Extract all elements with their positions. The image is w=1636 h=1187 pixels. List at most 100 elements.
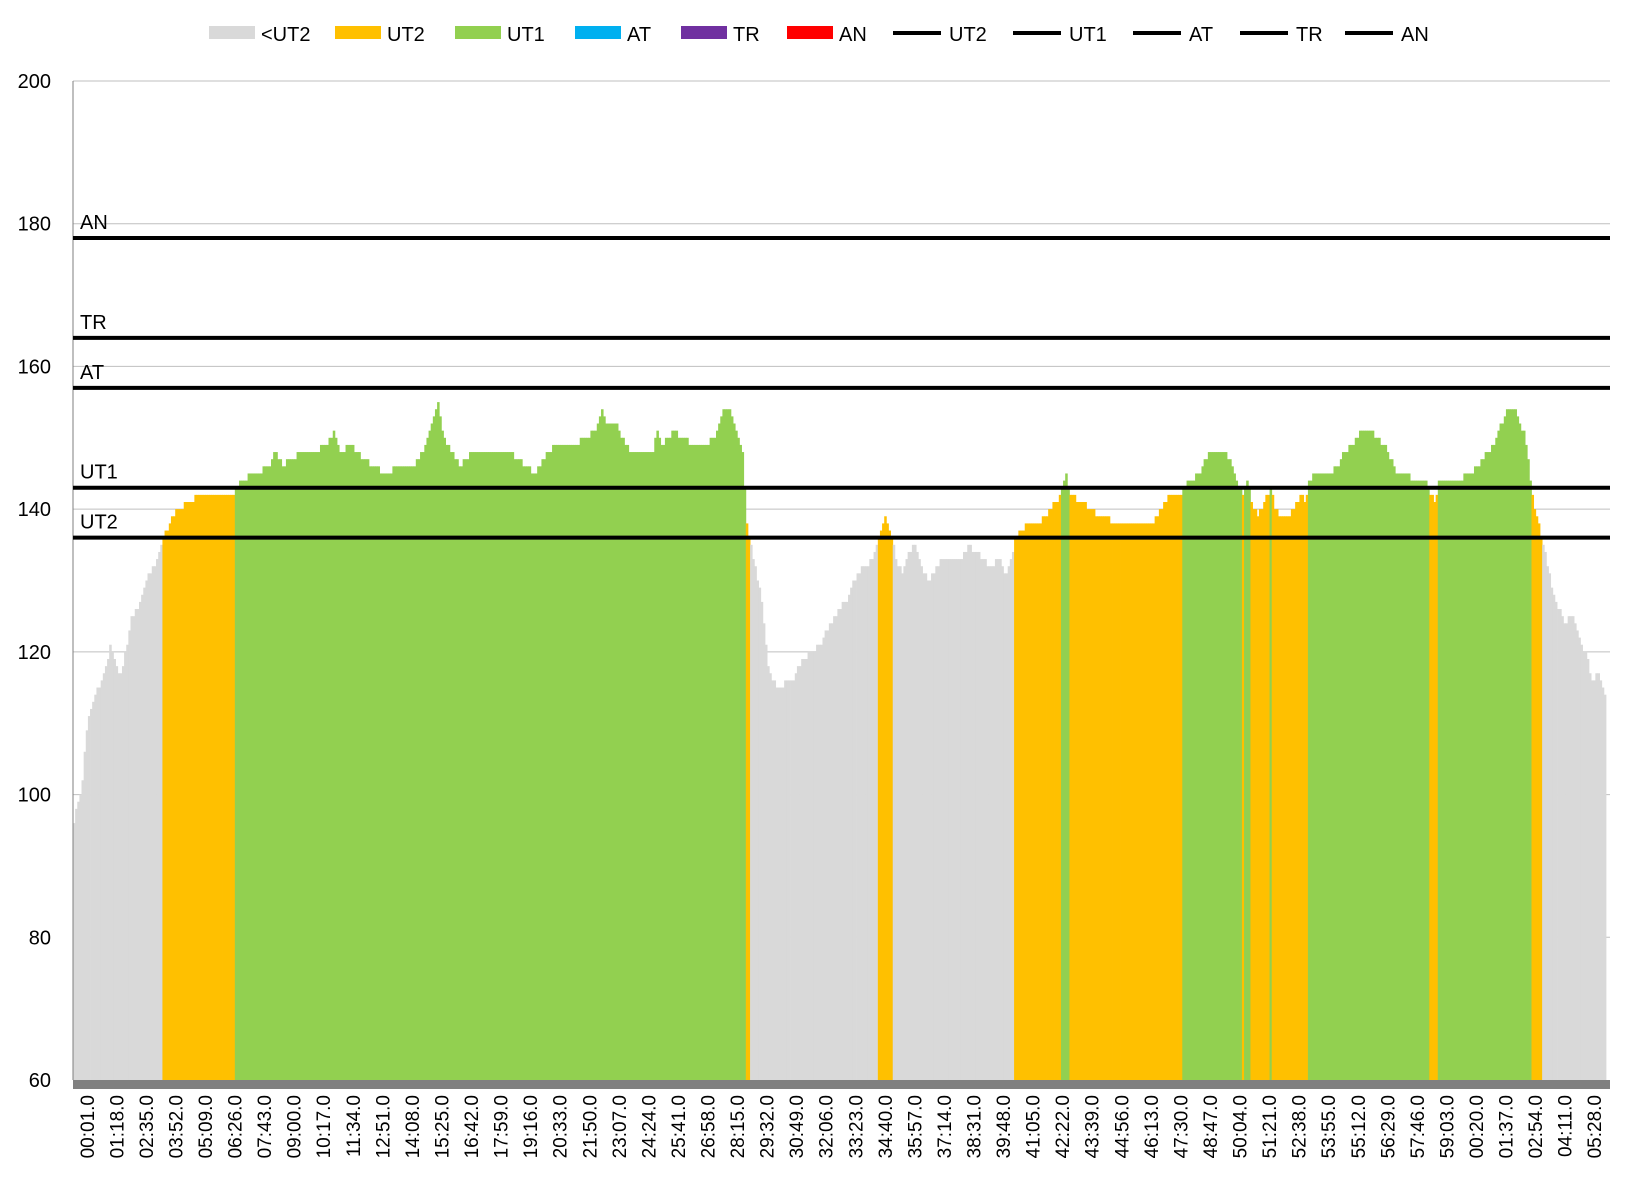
heart-rate-bar xyxy=(1261,509,1264,1080)
heart-rate-bar xyxy=(1067,487,1070,1080)
x-tick-label: 09:00.0 xyxy=(285,1095,306,1158)
heart-rate-bar xyxy=(85,730,89,1080)
heart-rate-bar xyxy=(1476,466,1479,1081)
x-tick-label: 44:56.0 xyxy=(1112,1095,1133,1158)
heart-rate-bar xyxy=(1601,687,1605,1080)
heart-rate-bar xyxy=(686,437,689,1080)
heart-rate-bar xyxy=(190,502,193,1080)
heart-rate-bar xyxy=(234,487,238,1080)
heart-rate-bar xyxy=(982,559,985,1080)
heart-rate-bar xyxy=(528,466,532,1081)
heart-rate-bar xyxy=(1171,494,1175,1080)
heart-rate-bar xyxy=(503,452,506,1080)
x-tick-label: 12:51.0 xyxy=(373,1095,394,1158)
heart-rate-bar xyxy=(711,437,715,1080)
heart-rate-bar xyxy=(236,487,240,1080)
heart-rate-bar xyxy=(886,523,889,1080)
heart-rate-bar xyxy=(650,452,653,1080)
heart-rate-bar xyxy=(884,516,887,1080)
heart-rate-bar xyxy=(1569,616,1573,1080)
heart-rate-bar xyxy=(681,437,685,1080)
heart-rate-bar xyxy=(283,466,287,1081)
x-tick-label: 46:13.0 xyxy=(1142,1095,1163,1158)
heart-rate-bar xyxy=(1405,473,1409,1081)
x-tick-label: 00:01.0 xyxy=(78,1095,99,1158)
heart-rate-bar xyxy=(1535,516,1539,1080)
heart-rate-bar xyxy=(309,452,312,1080)
heart-rate-bar xyxy=(1286,516,1290,1080)
heart-rate-bar xyxy=(956,559,960,1080)
heart-rate-bar xyxy=(311,452,314,1080)
heart-rate-bar xyxy=(539,466,542,1081)
heart-rate-bar xyxy=(324,444,327,1080)
heart-rate-bar xyxy=(481,452,485,1080)
heart-rate-bar xyxy=(1009,559,1013,1080)
x-tick-label: 14:08.0 xyxy=(403,1095,424,1158)
heart-rate-bar xyxy=(584,437,587,1080)
x-tick-label: 16:42.0 xyxy=(462,1095,483,1158)
heart-rate-bar xyxy=(609,423,613,1080)
heart-rate-bar xyxy=(1124,523,1128,1080)
heart-rate-bar xyxy=(994,559,998,1080)
heart-rate-bar xyxy=(143,587,146,1080)
heart-rate-bar xyxy=(1546,566,1549,1080)
heart-rate-bar xyxy=(869,559,872,1080)
heart-rate-bar xyxy=(813,651,817,1080)
heart-rate-bar xyxy=(1192,480,1196,1081)
heart-rate-bar xyxy=(824,630,828,1080)
heart-rate-bar xyxy=(113,658,116,1080)
heart-rate-bar xyxy=(1252,509,1256,1080)
x-tick-label: 42:22.0 xyxy=(1053,1095,1074,1158)
heart-rate-bar xyxy=(524,466,527,1081)
heart-rate-bar xyxy=(662,444,666,1080)
heart-rate-bar xyxy=(98,687,102,1080)
heart-rate-bar xyxy=(1246,480,1249,1081)
heart-rate-bar xyxy=(575,444,579,1080)
heart-rate-bar xyxy=(658,437,662,1080)
heart-rate-bar xyxy=(924,573,928,1080)
legend-label: UT2 xyxy=(949,24,987,46)
heart-rate-bar xyxy=(147,573,151,1080)
heart-rate-bar xyxy=(675,430,679,1080)
heart-rate-bar xyxy=(1052,502,1055,1080)
heart-rate-bar xyxy=(1158,509,1162,1080)
heart-rate-bar xyxy=(1484,452,1488,1080)
heart-rate-bar xyxy=(928,580,932,1080)
heart-rate-bar xyxy=(1131,523,1134,1080)
heart-rate-bar xyxy=(724,409,728,1080)
heart-rate-bar xyxy=(475,452,478,1080)
heart-rate-bar xyxy=(1540,537,1543,1080)
heart-rate-bar xyxy=(1482,459,1486,1080)
heart-rate-bar xyxy=(1410,480,1413,1081)
heart-rate-bar xyxy=(239,480,242,1081)
heart-rate-bar xyxy=(1273,509,1277,1080)
heart-rate-bar xyxy=(877,537,881,1080)
heart-rate-bar xyxy=(1046,516,1049,1080)
x-tick-label: 07:43.0 xyxy=(255,1095,276,1158)
heart-rate-bar xyxy=(413,466,417,1081)
heart-rate-bar xyxy=(1026,523,1030,1080)
heart-rate-bar xyxy=(507,452,510,1080)
heart-rate-bar xyxy=(132,616,136,1080)
heart-rate-bar xyxy=(226,494,229,1080)
heart-rate-bar xyxy=(594,430,598,1080)
heart-rate-bar xyxy=(607,423,610,1080)
heart-rate-bar xyxy=(935,566,938,1080)
heart-rate-bar xyxy=(541,459,544,1080)
heart-rate-bar xyxy=(566,444,570,1080)
x-tick-label: 59:03.0 xyxy=(1437,1095,1458,1158)
heart-rate-bar xyxy=(1533,509,1537,1080)
heart-rate-bar xyxy=(1199,473,1202,1081)
heart-rate-bar xyxy=(209,494,212,1080)
heart-rate-bar xyxy=(875,544,879,1080)
legend-label: TR xyxy=(1296,24,1323,46)
heart-rate-bar xyxy=(926,580,930,1080)
heart-rate-bar xyxy=(1563,623,1566,1080)
legend-swatch xyxy=(335,26,381,39)
heart-rate-bar xyxy=(1141,523,1145,1080)
heart-rate-bar xyxy=(443,437,447,1080)
heart-rate-bar xyxy=(1258,509,1262,1080)
heart-rate-bar xyxy=(1227,459,1230,1080)
heart-rate-bar xyxy=(1469,473,1473,1081)
